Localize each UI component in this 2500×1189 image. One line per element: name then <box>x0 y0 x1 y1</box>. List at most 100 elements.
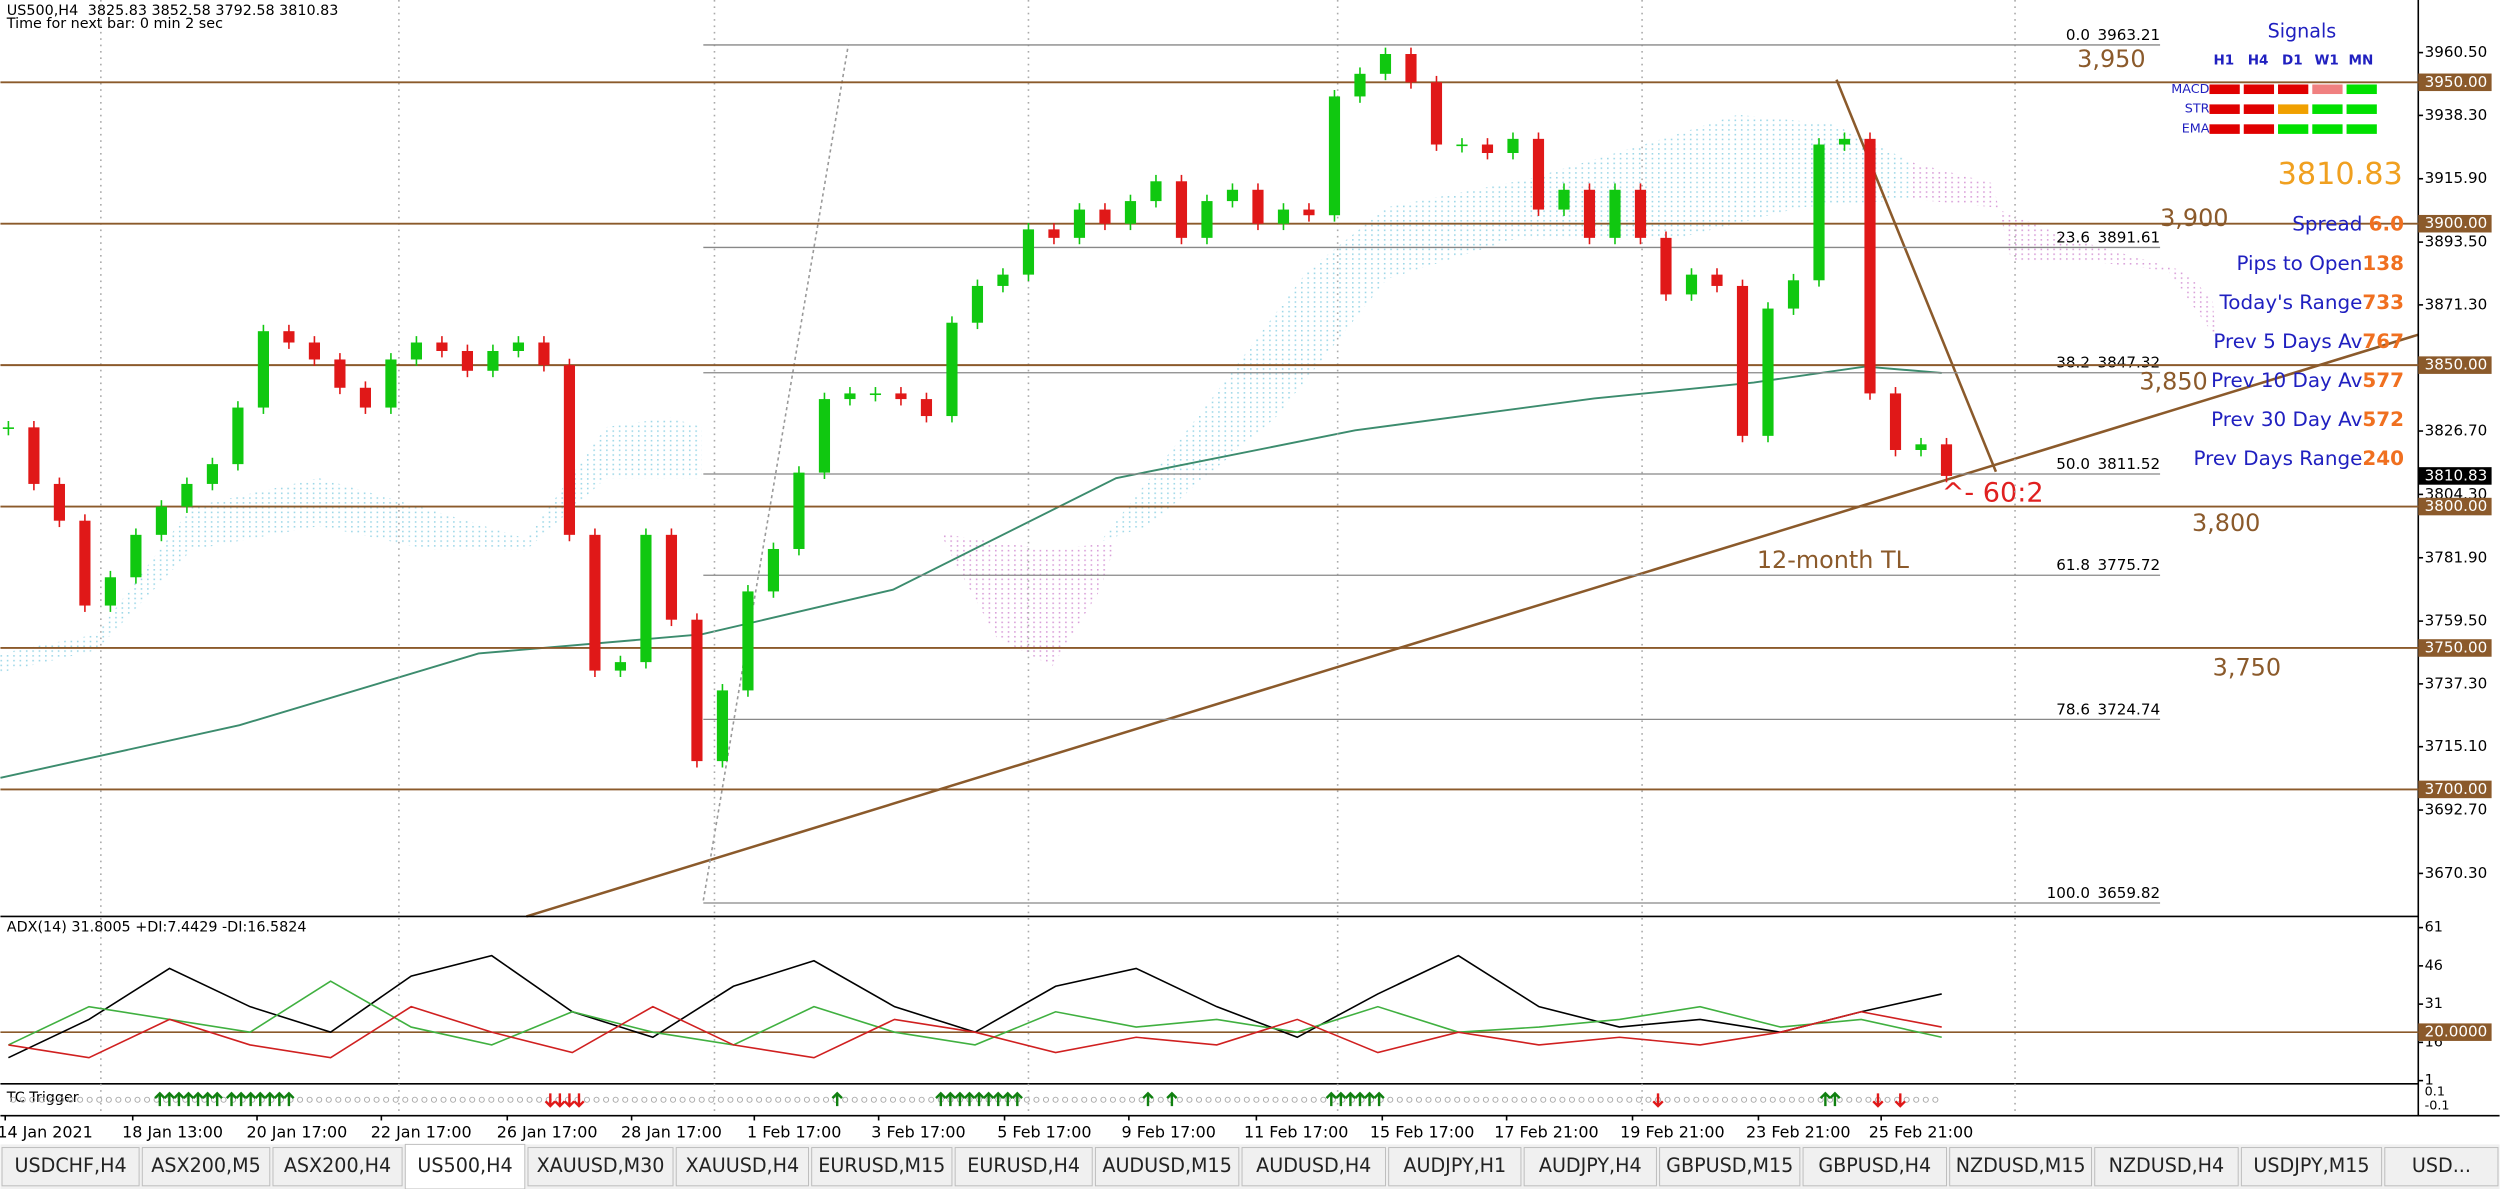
candle <box>793 472 805 549</box>
tc-dot <box>363 1096 371 1103</box>
tc-down-arrow <box>573 1093 585 1108</box>
tc-dot <box>1454 1096 1461 1103</box>
signal-timeframe: D1 <box>2282 53 2303 69</box>
tab-label: USD... <box>2412 1154 2471 1177</box>
price-tick-label: 3938.30 <box>2425 106 2488 124</box>
price-tick-label: 3737.30 <box>2425 674 2488 692</box>
tc-dot <box>344 1096 351 1103</box>
candle <box>461 350 474 371</box>
tc-dot <box>794 1096 801 1103</box>
tc-dot <box>1406 1096 1413 1103</box>
tc-dot <box>1769 1096 1776 1103</box>
candle <box>1787 280 1800 309</box>
level-box-label: 3750.00 <box>2425 638 2488 656</box>
level-tag: 3,750 <box>2213 654 2281 682</box>
adx-tick-label: 46 <box>2425 958 2443 974</box>
tc-dot <box>497 1096 504 1103</box>
tc-dot <box>1922 1096 1929 1103</box>
tc-dot <box>650 1096 657 1103</box>
signal-cell <box>2209 104 2240 114</box>
level-tag: 3,800 <box>2192 509 2260 537</box>
candle <box>53 483 65 521</box>
tc-dot <box>909 1096 916 1103</box>
signal-name: STR <box>2185 102 2210 117</box>
candle <box>1838 138 1851 145</box>
cloud <box>1100 114 1914 542</box>
tc-dot <box>57 1096 65 1103</box>
candle <box>283 331 295 343</box>
tc-dot <box>105 1096 112 1103</box>
tab <box>1 1147 140 1187</box>
candle <box>716 690 729 762</box>
tab <box>1802 1147 1947 1187</box>
tc-dot <box>1607 1096 1614 1103</box>
time-tick-label: 15 Feb 17:00 <box>1370 1123 1474 1142</box>
fib-ratio: 50.0 <box>2056 455 2090 473</box>
tc-dot <box>507 1096 514 1103</box>
tc-dot <box>10 1096 17 1103</box>
tc-dot <box>1071 1096 1078 1103</box>
candle <box>512 342 525 351</box>
tab <box>404 1143 526 1189</box>
tab <box>141 1147 271 1187</box>
tc-dot <box>1205 1096 1212 1103</box>
stat-label: Spread <box>2292 212 2368 235</box>
tc-down-arrow <box>1894 1093 1906 1108</box>
stat-row: Prev Days Range240 <box>2194 447 2404 470</box>
tc-dot <box>727 1096 734 1103</box>
tab <box>1523 1147 1657 1187</box>
candle <box>1430 82 1443 145</box>
tc-dot <box>1042 1096 1050 1103</box>
tc-dot <box>124 1096 131 1103</box>
candle <box>1711 274 1723 286</box>
time-tick-label: 19 Feb 21:00 <box>1620 1123 1724 1142</box>
tc-dot <box>803 1096 810 1103</box>
tc-dot <box>1234 1096 1241 1103</box>
fib-ratio: 61.8 <box>2056 556 2090 574</box>
tc-dot <box>813 1096 820 1103</box>
tab-label: XAUUSD,H4 <box>686 1154 800 1177</box>
signal-cell <box>2278 104 2309 114</box>
tc-dot <box>583 1096 590 1103</box>
tc-dot <box>880 1096 887 1103</box>
tc-dot <box>1731 1096 1738 1103</box>
signal-name: MACD <box>2171 82 2209 97</box>
tc-dot <box>1559 1096 1566 1103</box>
tab-label: AUDJPY,H4 <box>1539 1154 1642 1177</box>
candle <box>1634 189 1647 238</box>
tc-dot <box>756 1096 763 1103</box>
candle <box>1073 209 1086 238</box>
price-tick-label: 3670.30 <box>2425 864 2488 882</box>
trendline <box>526 333 2419 918</box>
tc-dot <box>1090 1096 1097 1103</box>
tc-dot <box>842 1096 849 1103</box>
tc-dot <box>1779 1096 1786 1103</box>
tc-up-arrow <box>235 1091 247 1107</box>
candle <box>1354 73 1366 97</box>
price-tick-label: 3871.30 <box>2425 295 2488 313</box>
tc-dot <box>736 1096 744 1103</box>
tc-dot <box>1635 1096 1642 1103</box>
stat-label: Prev Days Range <box>2194 447 2363 470</box>
tc-dot <box>823 1096 830 1103</box>
tc-dot <box>1702 1096 1709 1103</box>
candle <box>232 407 244 465</box>
fib-price: 3659.82 <box>2098 884 2161 902</box>
signal-name: EMA <box>2182 122 2210 137</box>
level-box <box>2418 639 2492 657</box>
tab <box>527 1147 674 1187</box>
tc-dot <box>1138 1096 1145 1103</box>
candle <box>844 393 856 400</box>
tc-dot <box>1846 1096 1853 1103</box>
stat-label: Prev 30 Day Av <box>2211 407 2362 430</box>
tab <box>954 1147 1093 1187</box>
tc-up-arrow <box>173 1091 185 1107</box>
tc-dot <box>717 1096 724 1103</box>
candle <box>538 342 550 366</box>
tab <box>675 1147 809 1187</box>
tc-up-arrow <box>992 1091 1004 1107</box>
level-box-label: 3900.00 <box>2425 214 2488 232</box>
tab <box>1094 1147 1240 1187</box>
tc-dot <box>1693 1096 1700 1103</box>
